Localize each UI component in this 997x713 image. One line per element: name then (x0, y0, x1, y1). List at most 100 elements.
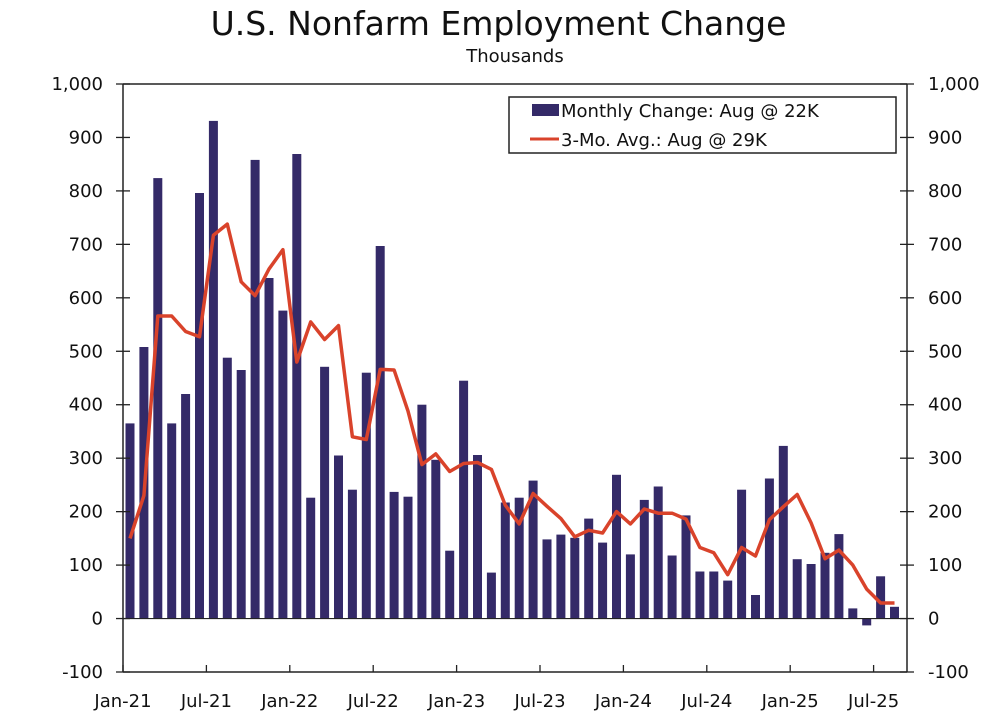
bar-Dec-23 (612, 474, 621, 619)
x-tick-label: Jul-22 (347, 691, 399, 712)
bar-Jul-22 (375, 246, 385, 619)
bar-Apr-21 (167, 423, 177, 619)
bar-Jun-24 (695, 571, 705, 619)
bar-Jan-23 (459, 380, 469, 619)
x-tick-label: Jan-23 (427, 691, 485, 712)
bar-Aug-22 (389, 491, 399, 619)
bar-Jun-25 (862, 618, 872, 626)
bar-Jul-23 (542, 539, 552, 619)
bar-Apr-24 (667, 555, 677, 619)
bar-Mar-22 (320, 366, 330, 619)
y-tick-label-left: 1,000 (51, 74, 103, 95)
bar-Nov-22 (431, 459, 441, 619)
bar-Mar-25 (820, 552, 830, 619)
y-tick-label-left: 700 (69, 234, 103, 255)
x-tick-label: Jul-21 (180, 691, 232, 712)
x-tick-label: Jul-25 (847, 691, 899, 712)
bar-Aug-25 (890, 606, 899, 619)
bar-Aug-23 (556, 534, 566, 619)
y-tick-label-left: 100 (69, 555, 103, 576)
y-tick-label-left: 800 (69, 181, 103, 202)
bar-Jan-22 (292, 154, 302, 619)
y-tick-label-left: 600 (69, 288, 103, 309)
bar-Mar-24 (653, 486, 663, 619)
bar-Oct-22 (417, 404, 427, 619)
y-tick-label-right: 600 (928, 288, 962, 309)
bar-Jan-24 (625, 554, 635, 619)
bar-Feb-23 (473, 455, 482, 619)
y-tick-label-right: 100 (928, 555, 962, 576)
x-tick-label: Jul-23 (513, 691, 565, 712)
bar-Jun-23 (528, 480, 538, 619)
chart-title: U.S. Nonfarm Employment Change (210, 4, 787, 43)
bar-Sep-21 (236, 370, 246, 619)
bar-Mar-21 (153, 178, 163, 619)
x-tick-label: Jan-24 (594, 691, 652, 712)
bar-Sep-24 (737, 489, 747, 619)
bar-Sep-23 (570, 537, 580, 619)
x-tick-label: Jul-24 (680, 691, 732, 712)
y-tick-label-left: 400 (69, 395, 103, 416)
bar-Dec-21 (278, 310, 288, 619)
bar-May-21 (181, 394, 191, 619)
x-tick-label: Jan-25 (761, 691, 819, 712)
bar-Aug-21 (222, 357, 232, 619)
bar-Sep-22 (403, 496, 413, 619)
bar-Jun-22 (361, 372, 371, 619)
bar-Dec-22 (445, 550, 455, 619)
legend-label-monthly: Monthly Change: Aug @ 22K (561, 101, 820, 122)
chart-subtitle: Thousands (466, 46, 564, 67)
bar-Jul-25 (876, 576, 886, 619)
legend-box (508, 96, 897, 154)
bar-Apr-23 (500, 502, 510, 619)
bar-Oct-23 (584, 518, 594, 619)
y-tick-label-right: 800 (928, 181, 962, 202)
bar-Apr-22 (334, 455, 343, 619)
y-tick-label-right: 500 (928, 341, 962, 362)
legend-bar-swatch (532, 104, 559, 116)
bar-Oct-21 (250, 159, 260, 619)
bar-series (125, 120, 899, 626)
bar-Jun-21 (195, 193, 204, 619)
axes: -100 -100 0 0 100 100 200 200 300 300 400 400 500 500… (51, 74, 979, 712)
y-tick-label-right: 1,000 (928, 74, 980, 95)
bar-Feb-22 (306, 497, 316, 619)
line-series (128, 222, 895, 605)
y-tick-label-right: 900 (928, 127, 962, 148)
legend-label-avg: 3-Mo. Avg.: Aug @ 29K (561, 130, 768, 151)
y-tick-label-right: 200 (928, 502, 962, 523)
bar-Apr-25 (834, 534, 844, 619)
y-tick-label-left: 900 (69, 127, 103, 148)
bar-May-24 (681, 515, 691, 619)
y-tick-label-right: 0 (928, 609, 939, 630)
x-tick-label: Jan-21 (93, 691, 151, 712)
x-tick-label: Jan-22 (260, 691, 318, 712)
bar-May-25 (848, 608, 858, 619)
y-tick-label-left: 500 (69, 341, 103, 362)
y-tick-label-left: 200 (69, 502, 103, 523)
bar-Feb-25 (806, 564, 816, 619)
bar-Nov-23 (598, 542, 608, 619)
y-tick-label-left: 300 (69, 448, 103, 469)
bar-May-22 (347, 489, 357, 619)
bar-Oct-24 (751, 595, 760, 619)
y-tick-label-right: 400 (928, 395, 962, 416)
bar-Dec-24 (778, 445, 788, 619)
bar-Mar-23 (486, 572, 496, 619)
y-tick-label-right: -100 (928, 662, 969, 683)
y-tick-label-left: 0 (92, 609, 103, 630)
y-tick-label-right: 300 (928, 448, 962, 469)
bar-Jul-21 (208, 120, 218, 619)
legend: Monthly Change: Aug @ 22K 3-Mo. Avg.: Au… (508, 96, 897, 154)
y-tick-label-left: -100 (62, 662, 103, 683)
avg-line (128, 222, 895, 605)
y-tick-label-right: 700 (928, 234, 962, 255)
bar-May-23 (514, 497, 524, 619)
bar-Nov-24 (764, 478, 774, 619)
bar-Nov-21 (264, 278, 274, 619)
bar-Jul-24 (709, 571, 719, 619)
bar-Feb-24 (639, 499, 649, 619)
bar-Aug-24 (723, 580, 733, 619)
bar-Jan-25 (792, 559, 802, 619)
